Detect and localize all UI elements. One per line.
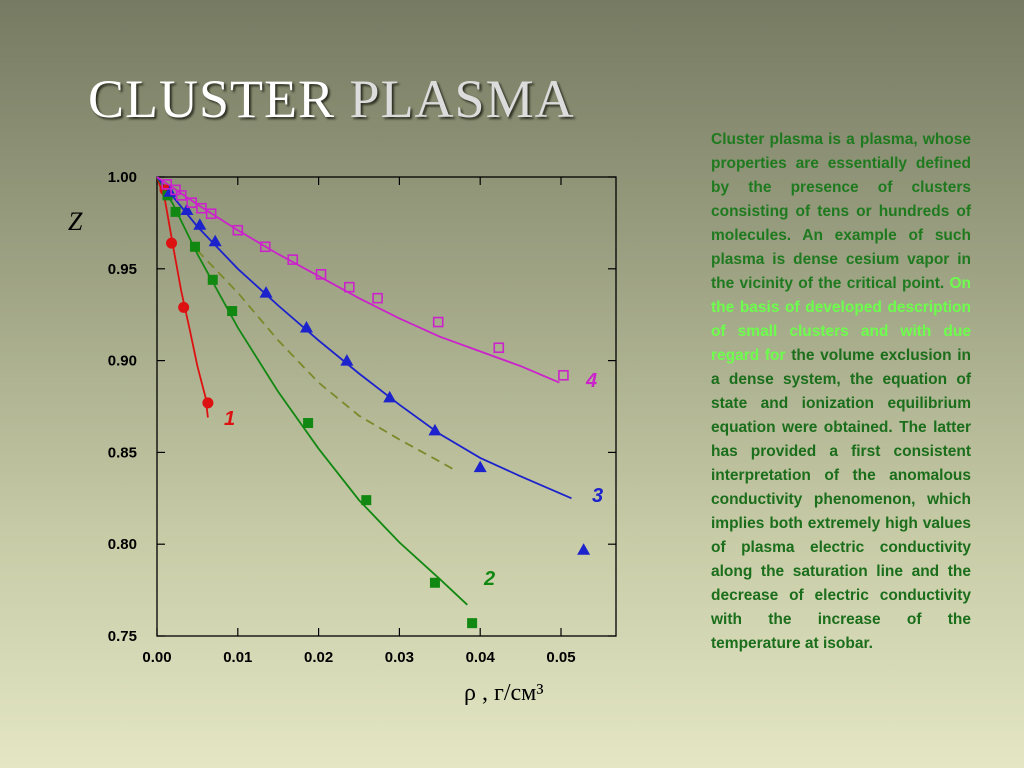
- curves-layer: [156, 176, 572, 606]
- series-3-point: [577, 543, 591, 555]
- series-4-point: [287, 254, 299, 265]
- y-tick-label: 0.85: [108, 444, 137, 461]
- series-3-point: [180, 203, 194, 216]
- series-2-point: [467, 618, 478, 629]
- markers-layer: [159, 179, 591, 629]
- series-4-point: [196, 202, 207, 214]
- series-3-point: [193, 218, 207, 230]
- series-3-point: [259, 286, 273, 298]
- series-3-point: [428, 423, 442, 436]
- curve-label-3: 3: [592, 485, 603, 507]
- series-4-point: [232, 224, 244, 236]
- x-tick-label: 0.01: [223, 649, 252, 666]
- series-4-point: [493, 342, 505, 354]
- series-3-point: [299, 321, 313, 333]
- series-2-point: [227, 306, 238, 317]
- plot-frame: [156, 176, 617, 637]
- series-3-point: [340, 354, 354, 366]
- series-2-curve: [156, 176, 468, 606]
- description-part-1: Cluster plasma is a plasma, whose proper…: [711, 131, 971, 292]
- series-4-point: [170, 184, 181, 196]
- series-4-point: [259, 241, 271, 253]
- series-3-point: [208, 234, 222, 247]
- series-1-point: [166, 237, 178, 249]
- series-2-point: [361, 495, 372, 506]
- y-tick-label: 1.00: [108, 169, 137, 186]
- series-4-point: [186, 197, 198, 209]
- series-1-point: [178, 301, 190, 313]
- y-axis-label: Z: [68, 207, 83, 236]
- series-3-point: [473, 460, 487, 473]
- series-2-point: [429, 577, 440, 588]
- series-1-point: [202, 397, 214, 409]
- series-4-point: [372, 292, 383, 304]
- series-4-point: [205, 208, 217, 220]
- series-2-point: [189, 241, 200, 252]
- series-2-point: [170, 206, 181, 217]
- series-3-curve: [156, 176, 572, 500]
- series-2-point: [207, 274, 218, 285]
- series-2-dashed-curve: [196, 249, 457, 472]
- series-4-point: [344, 281, 355, 293]
- series-2-point: [303, 418, 314, 429]
- series-3-point: [383, 390, 397, 403]
- series-4-point: [175, 190, 187, 201]
- curve-label-1: 1: [224, 408, 235, 430]
- curve-label-2: 2: [483, 568, 495, 590]
- x-tick-label: 0.04: [466, 649, 496, 666]
- series-4-point: [558, 369, 569, 381]
- axes-layer: 0.00 0.01 0.02 0.03 0.04 0.05 1.00 0.95 0.90 0.85…: [108, 169, 616, 666]
- x-tick-label: 0.03: [385, 649, 414, 666]
- series-4-point: [315, 269, 327, 280]
- y-tick-label: 0.95: [108, 261, 137, 278]
- curve-label-4: 4: [585, 370, 597, 392]
- slide-title: CLUSTER PLASMA: [88, 68, 575, 130]
- x-axis-label: ρ , г/см³: [464, 680, 544, 706]
- series-4-point: [432, 316, 444, 328]
- description-part-3: the volume exclusion in a dense system, …: [711, 347, 971, 652]
- y-tick-label: 0.90: [108, 353, 137, 370]
- description-text: Cluster plasma is a plasma, whose proper…: [711, 128, 971, 656]
- series-4-point: [161, 179, 172, 190]
- x-tick-label: 0.05: [546, 649, 575, 666]
- series-4-curve: [156, 176, 560, 384]
- x-tick-label: 0.00: [142, 649, 171, 666]
- description-part-2: On the basis of developed description of…: [711, 275, 971, 364]
- y-tick-label: 0.80: [108, 536, 137, 553]
- title-word-cluster: CLUSTER: [88, 69, 336, 129]
- x-tick-label: 0.02: [304, 649, 333, 666]
- title-word-plasma: PLASMA: [349, 69, 575, 129]
- y-tick-label: 0.75: [108, 628, 137, 645]
